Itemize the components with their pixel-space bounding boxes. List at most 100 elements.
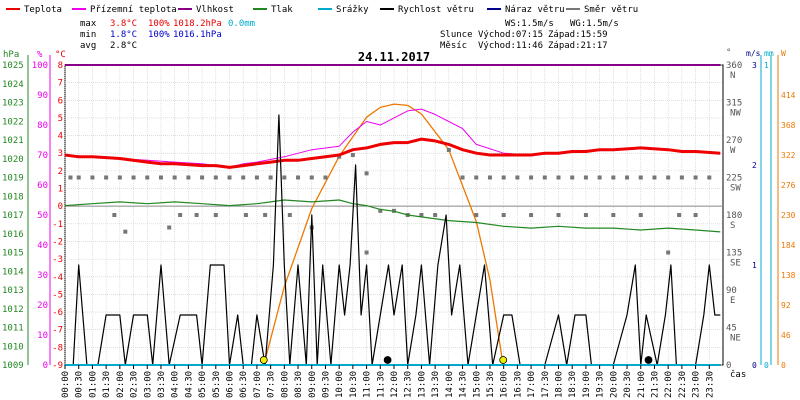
grid — [64, 64, 724, 366]
direction-point — [323, 175, 328, 180]
temperature-unit: °C — [55, 50, 66, 60]
direction-point — [529, 213, 534, 217]
direction-tick: 180 — [726, 211, 742, 221]
direction-tick: 360 — [726, 61, 742, 71]
x-tick-label: 09:30 — [321, 371, 331, 398]
wind-speed-info: WS:1.5m/s — [505, 19, 554, 29]
stat-text: min — [80, 30, 96, 40]
temperature-tick: -1 — [52, 220, 63, 230]
direction-unit: ° — [726, 48, 731, 58]
tlak-line — [64, 199, 721, 233]
humidity-tick: 100 — [32, 61, 48, 71]
pressure-tick: 1025 — [2, 61, 24, 71]
direction-point — [446, 148, 451, 152]
legend: Teplota Přízemní teplota Vlhkost Tlak Srážky… — [6, 5, 638, 15]
chart-title: 24.11.2017 — [358, 50, 430, 64]
rain-tick: 0 — [764, 361, 769, 370]
x-tick-label: 01:00 — [88, 371, 98, 398]
direction-point — [542, 175, 547, 180]
pressure-unit: hPa — [3, 50, 19, 60]
x-tick-label: 12:30 — [404, 371, 414, 398]
direction-point — [679, 175, 684, 180]
direction-point — [309, 175, 314, 180]
direction-point — [123, 229, 128, 234]
direction-point — [611, 213, 616, 217]
x-tick-label: 20:00 — [609, 371, 619, 398]
direction-point — [186, 175, 191, 180]
legend-label: Srážky — [336, 5, 369, 15]
direction-tick: 0 — [726, 361, 731, 371]
x-tick-label: 13:30 — [431, 371, 441, 398]
stat-max-press: 1018.2hPa — [173, 19, 222, 29]
pressure-tick: 1019 — [2, 174, 24, 184]
x-tick-label: 17:00 — [527, 371, 537, 398]
direction-tick: 270 — [726, 136, 742, 146]
stat-min-temp: 1.8°C — [110, 30, 137, 40]
x-tick-label: 18:30 — [568, 371, 578, 398]
stats-block: max 3.8°C 100% 1018.2hPa 0.0mm min 1.8°C 100% 10… — [80, 19, 619, 51]
x-tick-label: 10:30 — [349, 371, 359, 398]
temperature-tick: 2 — [58, 167, 63, 177]
temperature-tick: 0 — [58, 202, 63, 212]
teplota-line — [64, 137, 721, 169]
wind-tick: 3 — [752, 61, 757, 70]
x-tick-label: 15:00 — [472, 371, 482, 398]
x-tick-label: 19:30 — [596, 371, 606, 398]
moonset-text: Západ:21:17 — [548, 41, 608, 51]
direction-point — [501, 175, 506, 180]
direction-point — [378, 208, 383, 213]
direction-compass: W — [730, 146, 736, 156]
pressure-tick: 1015 — [2, 249, 24, 259]
direction-point — [254, 175, 259, 180]
direction-compass: NE — [730, 334, 741, 344]
direction-point — [515, 175, 520, 180]
x-tick-label: 18:00 — [555, 371, 565, 398]
temperature-tick: -9 — [52, 361, 63, 371]
direction-point — [583, 213, 588, 217]
direction-point — [178, 213, 183, 217]
rain-unit: mm — [764, 49, 774, 58]
legend-label: Teplota — [24, 5, 62, 15]
x-tick-label: 04:00 — [171, 371, 181, 398]
direction-compass: N — [730, 71, 735, 81]
direction-tick: 315 — [726, 99, 742, 109]
wind-tick: 0 — [752, 361, 757, 370]
direction-point — [364, 250, 369, 255]
x-axis: 00:00 00:30 01:00 01:30 02:00 02:30 03:00 03:30… — [61, 365, 746, 398]
x-tick-label: 15:30 — [486, 371, 496, 398]
humidity-tick: 80 — [37, 121, 48, 131]
direction-point — [104, 175, 109, 180]
direction-point — [433, 213, 438, 217]
direction-point — [131, 175, 136, 180]
x-tick-label: 14:00 — [445, 371, 455, 398]
direction-point — [652, 175, 657, 180]
direction-point — [597, 175, 602, 180]
x-tick-label: 16:00 — [500, 371, 510, 398]
pressure-tick: 1013 — [2, 286, 24, 296]
direction-point — [112, 213, 117, 217]
legend-label: Vlhkost — [196, 5, 234, 15]
temperature-tick: 4 — [58, 132, 63, 142]
x-tick-label: 19:00 — [582, 371, 592, 398]
temperature-tick: -6 — [52, 308, 63, 318]
direction-point — [337, 154, 342, 159]
stat-min-press: 1016.1hPa — [173, 30, 222, 40]
direction-point — [172, 175, 177, 180]
direction-point — [611, 175, 616, 180]
x-tick-label: 01:30 — [102, 371, 112, 398]
direction-point — [638, 213, 643, 217]
direction-tick: 225 — [726, 174, 742, 184]
left-axes: hPa% °C1009101010111012101310141015101610… — [2, 50, 66, 371]
humidity-tick: 50 — [37, 211, 48, 221]
pressure-tick: 1022 — [2, 117, 24, 127]
x-tick-label: 00:30 — [75, 371, 85, 398]
direction-point — [243, 213, 248, 217]
sunrise-text: Východ:07:15 — [478, 30, 543, 40]
direction-tick: 135 — [726, 249, 742, 259]
direction-compass: S — [730, 221, 735, 231]
direction-point — [677, 213, 682, 217]
x-tick-label: 10:00 — [335, 371, 345, 398]
pressure-tick: 1010 — [2, 342, 24, 352]
x-tick-label: 11:00 — [363, 371, 373, 398]
solar-tick: 0 — [781, 361, 786, 370]
